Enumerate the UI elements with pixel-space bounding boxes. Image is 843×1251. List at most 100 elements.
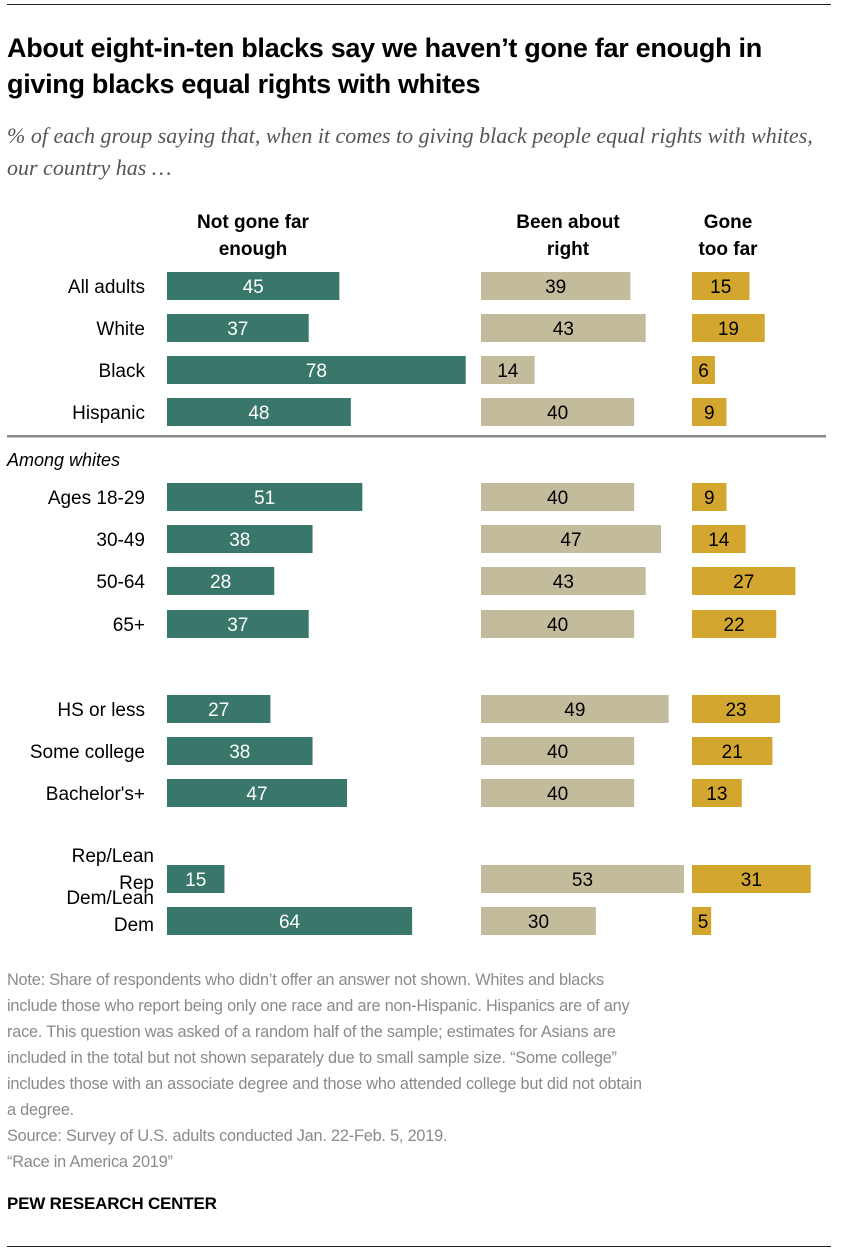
bar [167, 737, 313, 765]
data-label: 14 [708, 530, 730, 551]
category-label: Ages 18-29 [48, 488, 145, 509]
category-label: 30-49 [96, 530, 145, 551]
bar [692, 737, 773, 765]
category-label: Some college [30, 742, 145, 763]
notes: Note: Share of respondents who didn’t of… [7, 967, 837, 1175]
data-label: 9 [704, 488, 715, 509]
category-label: Black [99, 361, 146, 382]
bar [481, 483, 635, 511]
data-label: 37 [227, 615, 248, 636]
column-header: Not gone far [197, 212, 309, 233]
bar [481, 356, 535, 384]
bar [167, 356, 466, 384]
top-rule [7, 4, 831, 5]
data-label: 40 [547, 784, 568, 805]
data-label: 28 [210, 572, 231, 593]
column-header: enough [219, 239, 288, 260]
bar [167, 610, 309, 638]
data-label: 53 [572, 870, 593, 891]
bar [167, 779, 348, 807]
bar [692, 314, 765, 342]
bar [481, 907, 596, 935]
note-line: Note: Share of respondents who didn’t of… [7, 971, 604, 989]
category-label: HS or less [57, 700, 145, 721]
category-label: Rep/Lean [72, 846, 154, 867]
bar [692, 695, 781, 723]
group-separator [7, 435, 826, 438]
data-label: 21 [722, 742, 743, 763]
data-label: 14 [497, 361, 519, 382]
bar [481, 610, 635, 638]
data-label: 39 [545, 277, 566, 298]
data-label: 40 [547, 615, 568, 636]
bar [692, 272, 750, 300]
chart-subtitle: % of each group saying that, when it com… [7, 123, 813, 180]
note-line: includes those with an associate degree … [7, 1075, 642, 1093]
data-label: 48 [248, 403, 269, 424]
bar [167, 865, 225, 893]
data-label: 38 [229, 530, 250, 551]
data-label: 40 [547, 742, 568, 763]
data-label: 43 [553, 572, 574, 593]
data-label: 19 [718, 319, 739, 340]
data-label: 15 [710, 277, 731, 298]
data-label: 27 [733, 572, 754, 593]
bar [481, 398, 635, 426]
data-label: 27 [208, 700, 229, 721]
bar [692, 779, 742, 807]
bottom-rule [7, 1246, 831, 1247]
data-label: 40 [547, 403, 568, 424]
bar [692, 525, 746, 553]
bar [481, 314, 646, 342]
data-label: 38 [229, 742, 250, 763]
data-label: 47 [246, 784, 267, 805]
bar [692, 567, 796, 595]
data-label: 37 [227, 319, 248, 340]
data-label: 43 [553, 319, 574, 340]
data-label: 15 [185, 870, 206, 891]
column-header: Been about [516, 212, 620, 233]
data-label: 9 [704, 403, 715, 424]
bar [481, 695, 669, 723]
category-label: Dem [114, 915, 154, 936]
chart-title: About eight-in-ten blacks say we haven’t… [7, 33, 762, 99]
note-line: include those who report being only one … [7, 997, 630, 1015]
bar [481, 779, 635, 807]
bar [481, 272, 631, 300]
category-label: All adults [68, 277, 145, 298]
bar [481, 525, 662, 553]
bar [692, 356, 715, 384]
report-line: “Race in America 2019” [7, 1153, 173, 1171]
bar [692, 610, 777, 638]
source-line: Source: Survey of U.S. adults conducted … [7, 1127, 448, 1145]
data-label: 78 [306, 361, 327, 382]
category-label: Bachelor's+ [46, 784, 145, 805]
category-label: Hispanic [72, 403, 145, 424]
data-label: 31 [741, 870, 762, 891]
data-label: 5 [698, 912, 709, 933]
data-label: 22 [724, 615, 745, 636]
category-label: Dem/Lean [66, 888, 154, 909]
data-label: 6 [698, 361, 709, 382]
bar [167, 525, 313, 553]
category-label: White [96, 319, 145, 340]
bar [481, 865, 684, 893]
data-label: 45 [243, 277, 264, 298]
data-label: 13 [706, 784, 727, 805]
bar [167, 314, 309, 342]
bar [167, 567, 275, 595]
bar [481, 567, 646, 595]
bar [692, 907, 712, 935]
data-label: 40 [547, 488, 568, 509]
bar [167, 483, 363, 511]
category-label: 50-64 [96, 572, 145, 593]
note-line: included in the total but not shown sepa… [7, 1049, 617, 1067]
data-label: 49 [564, 700, 585, 721]
data-label: 23 [725, 700, 746, 721]
data-label: 64 [279, 912, 301, 933]
category-label: 65+ [113, 615, 145, 636]
column-header: too far [698, 239, 758, 260]
bar [167, 272, 340, 300]
group-label: Among whites [6, 450, 120, 470]
note-line: race. This question was asked of a rando… [7, 1023, 616, 1041]
